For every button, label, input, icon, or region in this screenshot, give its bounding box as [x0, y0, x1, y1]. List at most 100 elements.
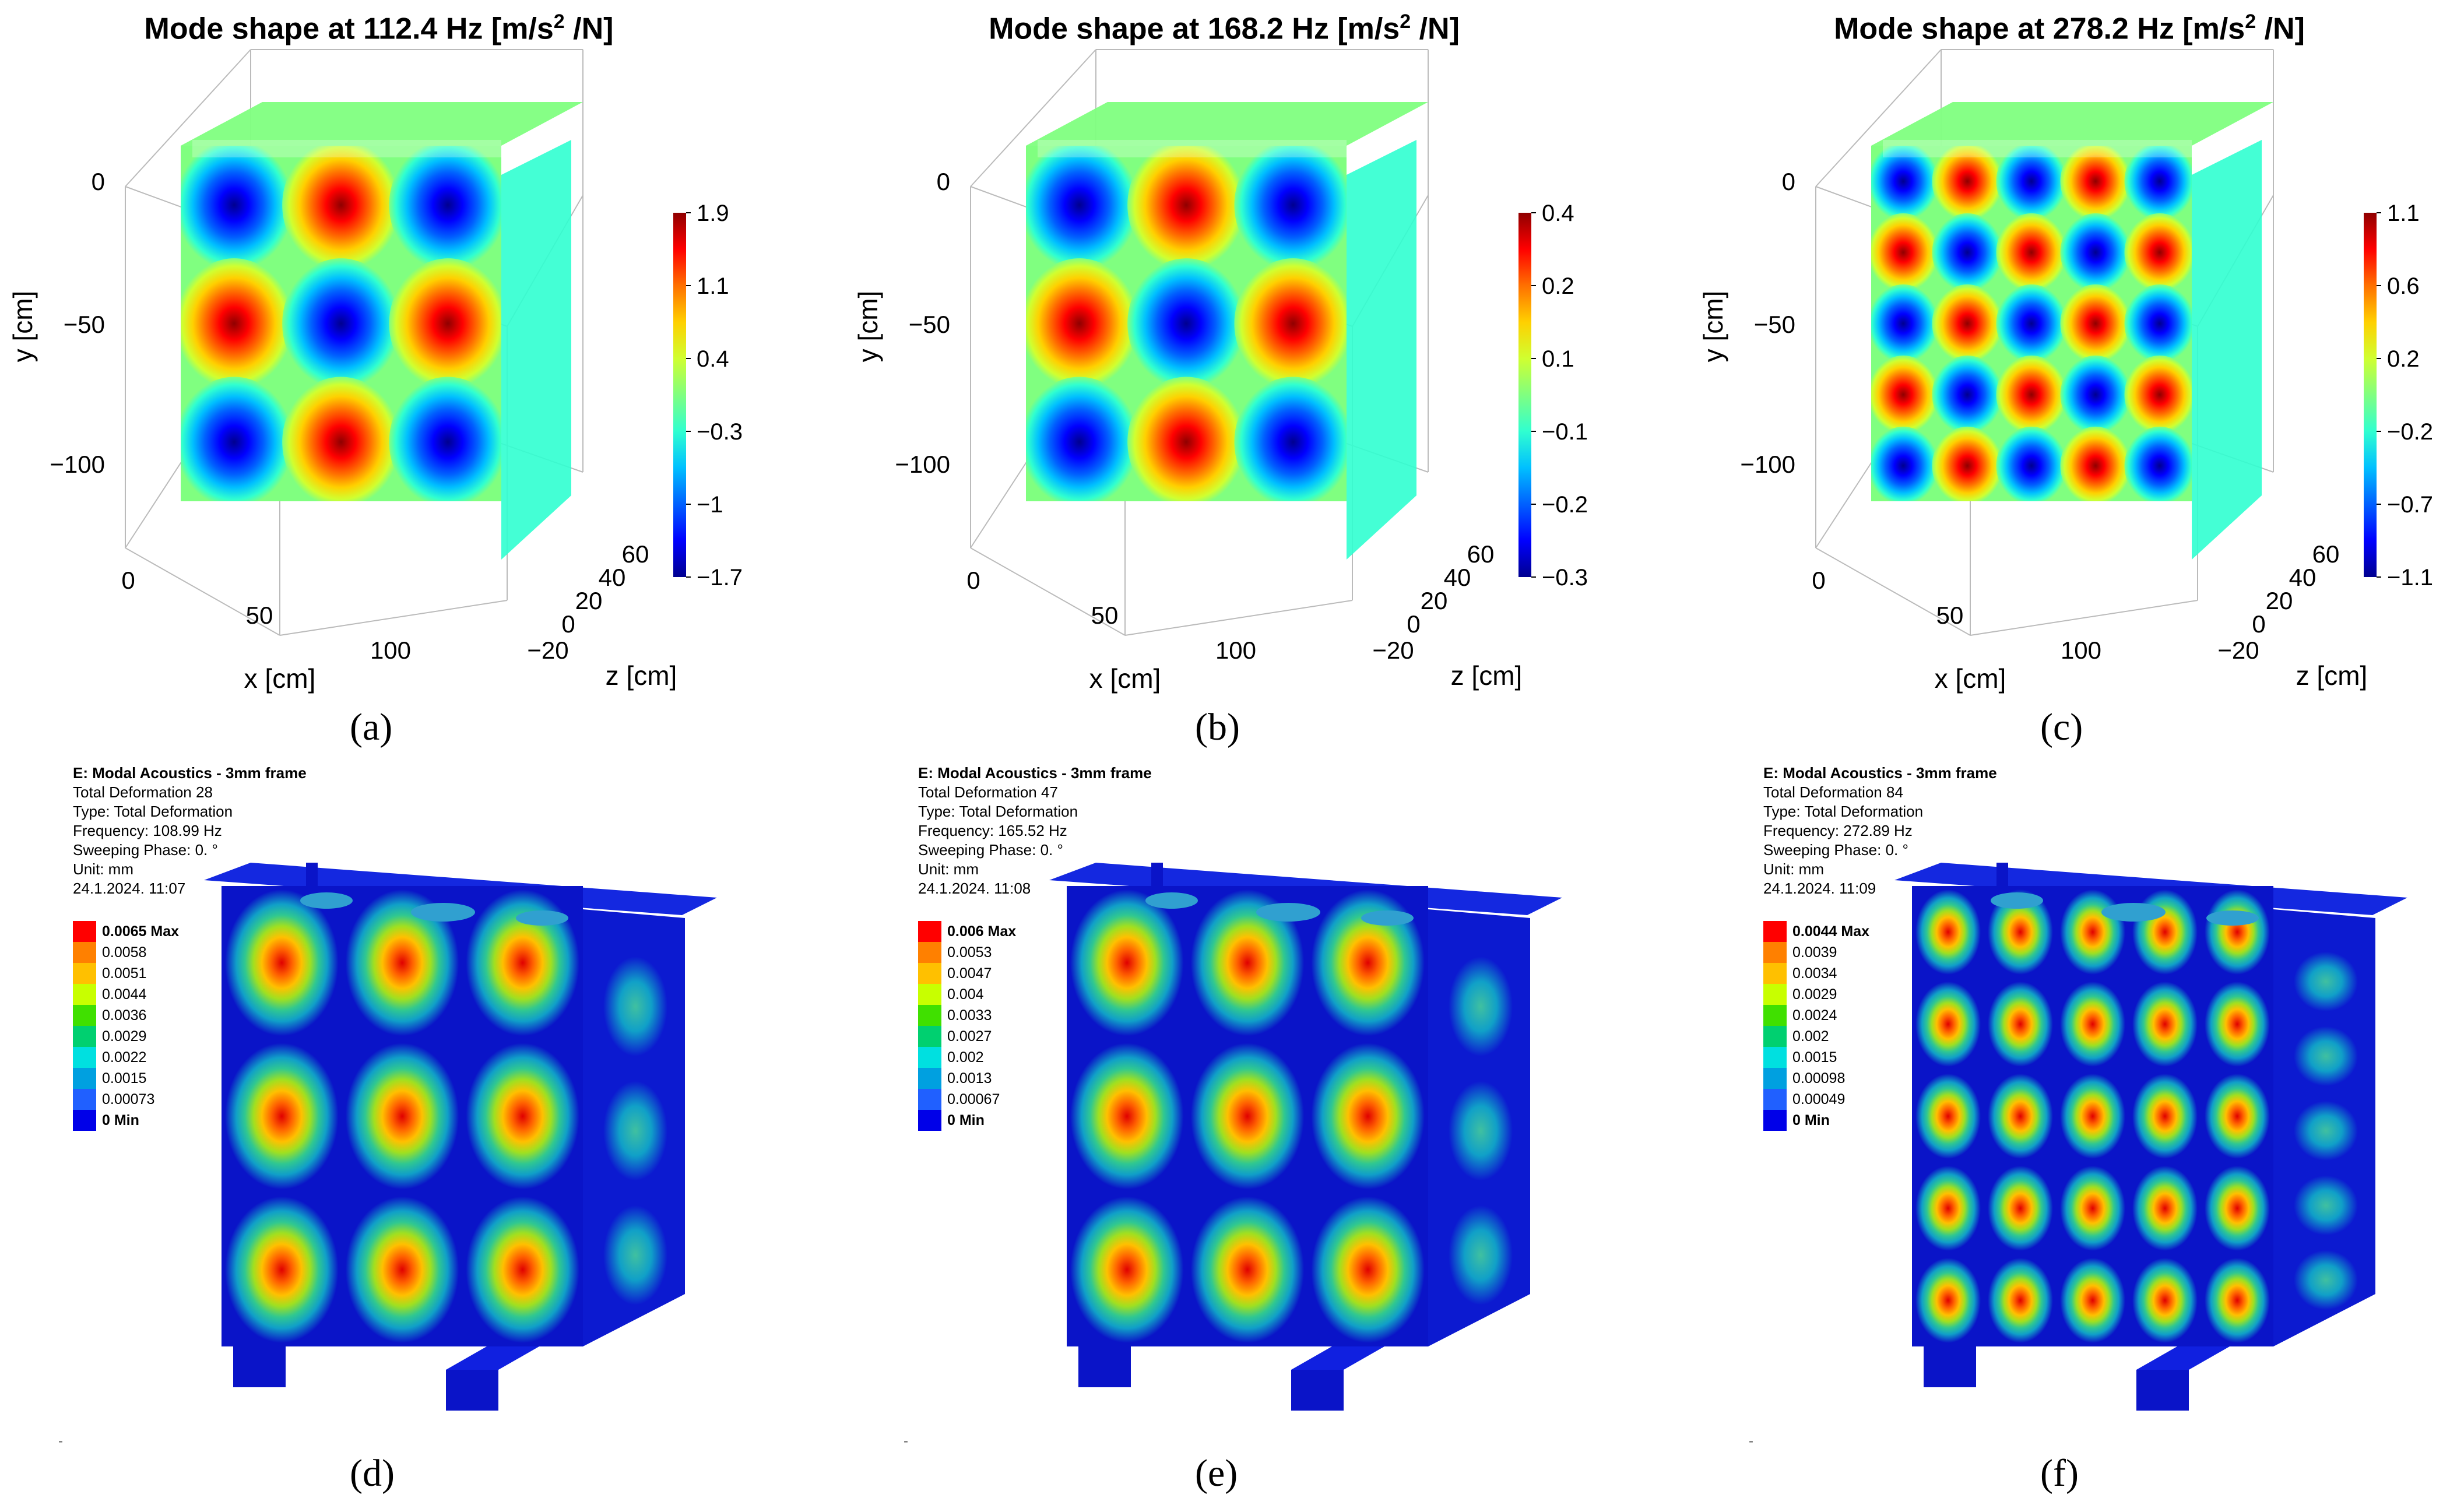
- antinode-positive: [2060, 426, 2131, 501]
- top-flange: [1361, 910, 1414, 926]
- z-axis-label: z [cm]: [2296, 660, 2368, 691]
- z-tick-label: −20: [527, 637, 568, 664]
- deformation-lobe: [1988, 889, 2053, 975]
- legend-swatch: [918, 1026, 941, 1047]
- top-edge: [1038, 140, 1347, 157]
- legend-label: 0.00049: [1792, 1091, 1846, 1107]
- deformation-lobe: [1915, 1074, 1981, 1159]
- x-tick-label: 100: [370, 637, 411, 664]
- deformation-lobe: [466, 1196, 579, 1343]
- deformation-lobe: [2060, 1258, 2125, 1343]
- panel-e: - E: Modal Acoustics - 3mm frame Total D…: [845, 758, 1661, 1512]
- front-face: [1871, 146, 2192, 501]
- top-flange: [1991, 892, 2043, 909]
- colorbar: [1518, 213, 1531, 577]
- legend-swatch: [1763, 1026, 1787, 1047]
- legend-swatch: [918, 984, 941, 1005]
- front-face: [181, 146, 501, 501]
- axis-frame-line: [1815, 49, 1942, 187]
- x-tick-label: 100: [1215, 637, 1256, 664]
- antinode-positive: [2060, 146, 2131, 221]
- z-tick-label: 60: [622, 540, 649, 568]
- legend-swatch: [1763, 1047, 1787, 1068]
- legend-label: 0.0022: [102, 1049, 147, 1066]
- tank-foot-top: [446, 1346, 539, 1370]
- colorbar: [673, 213, 686, 577]
- chart-title: Mode shape at 112.4 Hz [m/s2 /N]: [144, 10, 614, 46]
- y-tick-label: −100: [1740, 451, 1795, 478]
- axis-frame-line: [279, 600, 508, 636]
- result-line: Frequency: 165.52 Hz: [918, 822, 1067, 839]
- legend-label: 0.0029: [102, 1028, 147, 1045]
- legend-label: 0.0015: [102, 1070, 147, 1086]
- y-tick-label: 0: [937, 168, 950, 195]
- deformation-lobe: [1311, 1196, 1425, 1343]
- legend-label: 0.002: [947, 1049, 984, 1066]
- z-tick-label: 20: [2266, 587, 2293, 614]
- colorbar-tick-label: −0.3: [1542, 565, 1588, 590]
- deformation-lobe: [345, 1196, 459, 1343]
- antinode-negative: [389, 146, 501, 270]
- colorbar-tick-label: 1.9: [697, 201, 729, 226]
- deformation-lobe: [1915, 1258, 1981, 1343]
- result-line: Total Deformation 47: [918, 783, 1058, 801]
- legend-label: 0.0034: [1792, 965, 1837, 982]
- z-tick-label: 20: [1421, 587, 1448, 614]
- legend-swatch: [73, 921, 96, 942]
- antinode-negative: [1932, 355, 2003, 434]
- top-fitting: [1996, 863, 2008, 892]
- colorbar-tick-label: 0.4: [1542, 201, 1574, 226]
- z-tick-label: −20: [2217, 637, 2259, 664]
- panel-label-d: (d): [350, 1452, 395, 1495]
- legend-swatch: [1763, 1110, 1787, 1131]
- antinode-negative: [1996, 146, 2067, 221]
- deformation-lobe: [2060, 1074, 2125, 1159]
- antinode-positive: [2124, 355, 2192, 434]
- panel-d: - E: Modal Acoustics - 3mm frame Total D…: [0, 758, 816, 1512]
- antinode-negative: [2124, 284, 2192, 363]
- x-tick-label: 50: [1936, 602, 1964, 629]
- x-axis-label: x [cm]: [1935, 663, 2006, 694]
- antinode-negative: [389, 377, 501, 501]
- deformation-lobe: [2060, 982, 2125, 1067]
- y-tick-label: 0: [1782, 168, 1795, 195]
- result-line: Sweeping Phase: 0. °: [73, 841, 218, 859]
- panel-f: - E: Modal Acoustics - 3mm frame Total D…: [1690, 758, 2443, 1512]
- fem-model-d: -: [58, 863, 717, 1449]
- deformation-lobe: [1190, 1043, 1305, 1190]
- deformation-lobe: [1190, 1196, 1305, 1343]
- antinode-negative: [1026, 377, 1138, 501]
- legend-label: 0.0024: [1792, 1007, 1837, 1024]
- antinode-positive: [2060, 284, 2131, 363]
- deformation-lobe: [466, 1043, 579, 1190]
- deformation-lobe: [345, 1043, 459, 1190]
- antinode-negative: [2060, 213, 2131, 292]
- colorbar: [2364, 213, 2377, 577]
- antinode-positive: [1996, 213, 2067, 292]
- panel-label-e: (e): [1195, 1452, 1238, 1495]
- colorbar-tick-label: −0.7: [2387, 492, 2433, 518]
- legend-swatch: [918, 1068, 941, 1089]
- result-line: Type: Total Deformation: [918, 803, 1078, 820]
- colorbar-tick-label: 0.6: [2387, 273, 2420, 299]
- side-deformation-lobe: [603, 1205, 667, 1305]
- tank-foot: [233, 1346, 286, 1387]
- deformation-lobe: [1988, 982, 2053, 1067]
- y-tick-label: 0: [92, 168, 105, 195]
- y-tick-label: −100: [895, 451, 950, 478]
- side-deformation-lobe: [2294, 951, 2358, 1012]
- deformation-lobe: [1070, 889, 1184, 1036]
- tank-foot: [1078, 1346, 1131, 1387]
- scale-marker: -: [58, 1433, 63, 1449]
- panel-label-c: (c): [2040, 706, 2083, 748]
- side-deformation-lobe: [2294, 1175, 2358, 1236]
- result-header: E: Modal Acoustics - 3mm frame: [918, 764, 1152, 782]
- y-axis-label: y [cm]: [1698, 291, 1728, 363]
- result-line: Type: Total Deformation: [1763, 803, 1924, 820]
- z-tick-label: 40: [2289, 564, 2317, 591]
- result-info-f: E: Modal Acoustics - 3mm frame Total Def…: [1763, 764, 1997, 898]
- deformation-lobe: [2205, 889, 2270, 975]
- legend-swatch: [1763, 963, 1787, 984]
